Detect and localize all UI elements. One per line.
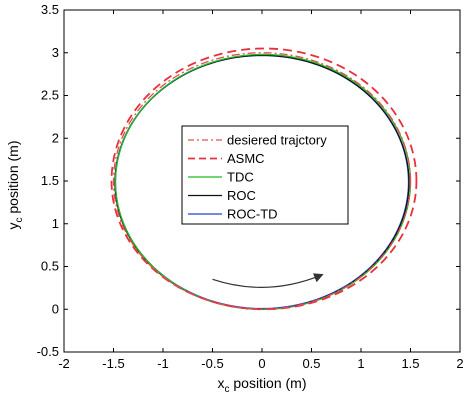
y-tick-label: 1.5	[41, 173, 59, 188]
y-axis-label-rest: position (m)	[5, 140, 21, 217]
direction-arrow	[212, 273, 324, 288]
x-tick-label: 0.5	[302, 356, 320, 371]
x-tick-label: 0	[258, 356, 265, 371]
x-tick-label: 2	[456, 356, 463, 371]
x-tick-label: -1	[157, 356, 169, 371]
series-line	[112, 52, 412, 310]
y-tick-label: 2.5	[41, 88, 59, 103]
y-tick-label: 3	[52, 45, 59, 60]
y-tick-label: 1	[52, 216, 59, 231]
x-tick-label: 1	[357, 356, 364, 371]
y-tick-label: 3.5	[41, 2, 59, 17]
axis-ticks: -2 -1.5 -1 -0.5 0 0.5 1 1.5 2 -0.5 0 0.5 1 1.5 2 2.5 3 3.…	[37, 2, 464, 371]
y-tick-label: -0.5	[37, 344, 59, 359]
legend-label: ASMC	[227, 151, 265, 166]
x-axis-label-sub: c	[224, 384, 229, 395]
x-tick-label: -0.5	[201, 356, 223, 371]
y-axis-label-main: y	[5, 223, 21, 230]
y-tick-label: 2	[52, 130, 59, 145]
series-line	[110, 47, 418, 311]
y-tick-label: 0	[52, 301, 59, 316]
x-tick-label: -1.5	[102, 356, 124, 371]
legend: desiered trajctory ASMC TDC ROC ROC-TD	[181, 125, 349, 225]
legend-label: ROC-TD	[227, 207, 278, 222]
legend-label: ROC	[227, 188, 256, 203]
annotation-layer	[212, 273, 324, 288]
legend-label: desiered trajctory	[227, 133, 327, 148]
x-tick-label: -2	[58, 356, 70, 371]
x-axis-label: xc position (m)	[217, 375, 306, 395]
series-layer	[110, 47, 418, 311]
legend-label: TDC	[227, 170, 254, 185]
series-line	[114, 53, 412, 310]
y-axis-label-sub: c	[14, 218, 25, 223]
x-axis-label-rest: position (m)	[229, 375, 306, 391]
x-axis-label-main: x	[217, 375, 224, 391]
y-tick-label: 0.5	[41, 259, 59, 274]
x-tick-label: 1.5	[401, 356, 419, 371]
legend-box	[181, 125, 349, 225]
y-axis-label: yc position (m)	[5, 140, 25, 229]
